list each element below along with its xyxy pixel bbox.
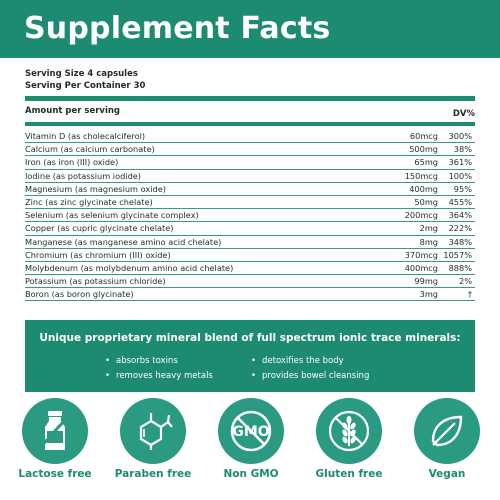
table-row: Manganese (as manganese amino acid chela… [25, 236, 475, 249]
nutrient-dv: 455% [448, 196, 472, 207]
mineral-blend-panel: Unique proprietary mineral blend of full… [25, 320, 475, 392]
nutrient-name: Magnesium (as magnesium oxide) [25, 183, 166, 194]
bullet-icon: • [251, 371, 257, 381]
nutrient-dv: 100% [448, 170, 472, 181]
nutrient-amount: 8mg [419, 236, 438, 247]
nutrient-dv: 2% [459, 276, 472, 287]
nutrient-amount: 60mcg [409, 131, 438, 141]
nutrient-name: Copper (as cupric glycinate chelate) [25, 223, 174, 234]
table-row: Calcium (as calcium carbonate) 500mg 38% [25, 143, 475, 157]
amount-per-serving-label: Amount per serving [25, 106, 121, 116]
nutrient-dv: 222% [448, 223, 472, 234]
nutrient-amount: 400mg [409, 183, 438, 194]
nutrient-name: Selenium (as selenium glycinate complex) [25, 210, 199, 221]
badge-label: Gluten free [315, 468, 383, 480]
nutrient-amount: 99mg [414, 276, 438, 287]
gmo-icon-text: GMO [232, 424, 269, 440]
badge-label: Vegan [428, 468, 466, 480]
bullet-icon: • [251, 356, 257, 366]
dv-header: DV% [452, 109, 475, 119]
serving-info: Serving Size 4 capsules Serving Per Cont… [25, 68, 145, 92]
blend-title: Unique proprietary mineral blend of full… [39, 332, 461, 344]
serving-size: Serving Size 4 capsules [25, 69, 138, 79]
bullet-icon: • [105, 371, 111, 381]
table-row: Molybdenum (as molybdenum amino acid che… [25, 262, 475, 276]
nutrient-dv: 888% [448, 262, 472, 273]
nutrient-dv: 1057% [443, 249, 472, 260]
table-row: Iodine (as potassium iodide) 150mcg 100% [25, 170, 475, 183]
nutrient-name: Potassium (as potassium chloride) [25, 276, 166, 287]
nutrient-dv: † [467, 289, 472, 300]
badge-vegan: Vegan [407, 398, 487, 498]
badge-non-gmo: GMO Non GMO [211, 398, 291, 498]
table-row: Iron (as iron (III) oxide) 65mg 361% [25, 156, 475, 170]
nutrient-name: Chromium (as chromium (III) oxide) [25, 249, 171, 260]
nutrient-name: Boron (as boron glycinate) [25, 289, 134, 300]
badge-label: Non GMO [223, 468, 279, 480]
table-row: Copper (as cupric glycinate chelate) 2mg 2… [25, 222, 475, 236]
blend-item: • removes heavy metals [105, 371, 213, 381]
table-row: Chromium (as chromium (III) oxide) 370mcg… [25, 249, 475, 262]
nutrient-dv: 361% [448, 157, 472, 168]
badge-lactose-free: Lactose free [15, 398, 95, 498]
bullet-icon: • [105, 356, 111, 366]
nutrient-amount: 50mg [414, 196, 438, 207]
nutrient-dv: 300% [448, 131, 472, 141]
nutrient-dv: 348% [448, 236, 472, 247]
nutrient-name: Iodine (as potassium iodide) [25, 170, 141, 181]
nutrient-dv: 95% [453, 183, 472, 194]
thick-divider-top [25, 96, 475, 101]
badge-row: Lactose free Paraben free GMO Non GMO [0, 392, 500, 500]
nutrient-amount: 200mcg [404, 210, 438, 221]
amount-header-row: Amount per serving DV% [25, 103, 475, 119]
badge-paraben-free: Paraben free [113, 398, 193, 498]
nutrient-table: Vitamin D (as cholecalciferol) 60mcg 300% C… [25, 130, 475, 302]
table-row: Selenium (as selenium glycinate complex)… [25, 209, 475, 223]
badge-gluten-free: Gluten free [309, 398, 389, 498]
nutrient-name: Zinc (as zinc glycinate chelate) [25, 196, 153, 207]
leaf-icon [414, 398, 480, 464]
wheat-icon [316, 398, 382, 464]
table-row: Vitamin D (as cholecalciferol) 60mcg 300% [25, 130, 475, 144]
nutrient-amount: 65mg [414, 157, 438, 168]
gmo-icon: GMO [218, 398, 284, 464]
header-banner: Supplement Facts [0, 0, 500, 58]
nutrient-amount: 370mcg [404, 249, 438, 260]
table-row: Boron (as boron glycinate) 3mg † [25, 288, 475, 302]
badge-label: Paraben free [114, 468, 192, 480]
nutrient-amount: 3mg [419, 289, 438, 300]
nutrient-dv: 364% [448, 210, 472, 221]
nutrient-name: Vitamin D (as cholecalciferol) [25, 131, 146, 141]
nutrient-name: Manganese (as manganese amino acid chela… [25, 236, 222, 247]
table-row: Magnesium (as magnesium oxide) 400mg 95% [25, 183, 475, 196]
table-row: Zinc (as zinc glycinate chelate) 50mg 455% [25, 196, 475, 210]
nutrient-amount: 400mcg [404, 262, 438, 273]
blend-item: • detoxifies the body [251, 356, 344, 366]
nutrient-name: Molybdenum (as molybdenum amino acid che… [25, 262, 234, 273]
table-row: Potassium (as potassium chloride) 99mg 2% [25, 275, 475, 289]
thick-divider-mid [25, 122, 475, 126]
nutrient-amount: 150mcg [404, 170, 438, 181]
badge-label: Lactose free [18, 468, 92, 480]
servings-per-container: Serving Per Container 30 [25, 81, 146, 91]
nutrient-name: Iron (as iron (III) oxide) [25, 157, 119, 168]
blend-item: • provides bowel cleansing [251, 371, 370, 381]
nutrient-amount: 2mg [419, 223, 438, 234]
nutrient-name: Calcium (as calcium carbonate) [25, 144, 155, 155]
blend-item: • absorbs toxins [105, 356, 178, 366]
nutrient-amount: 500mg [409, 144, 438, 155]
page-title: Supplement Facts [24, 11, 331, 46]
nutrient-dv: 38% [453, 144, 472, 155]
molecule-icon [120, 398, 186, 464]
milk-bottle-icon [22, 398, 88, 464]
